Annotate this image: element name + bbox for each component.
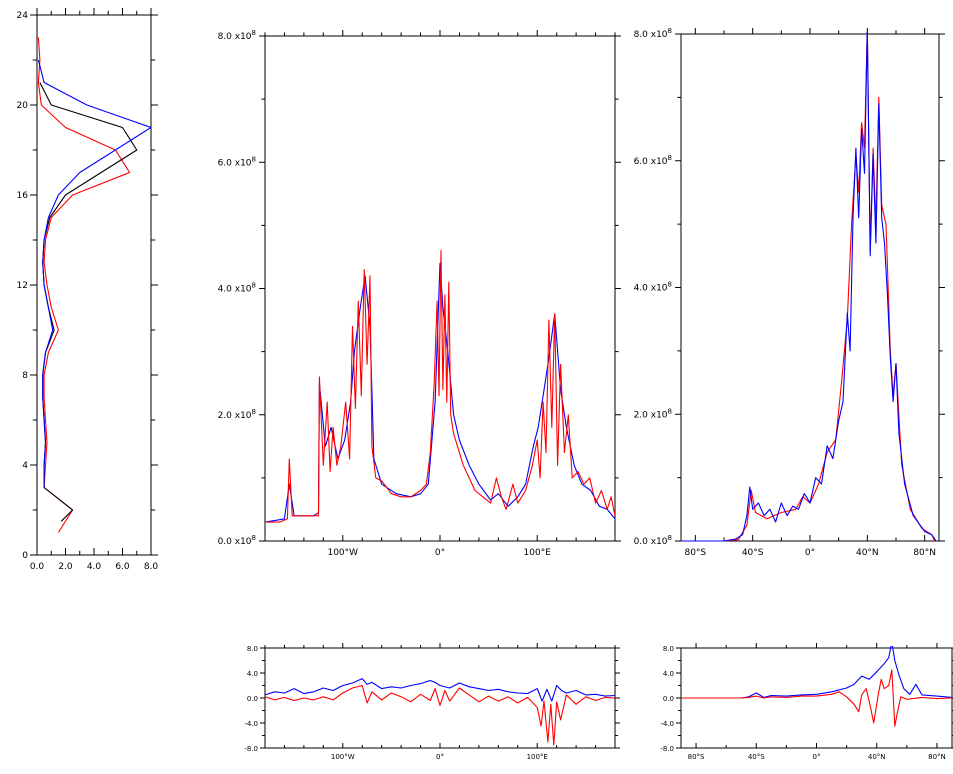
x-tick-label: 80°N <box>913 548 936 558</box>
y-tick-label: -4.0 <box>244 720 258 728</box>
series-line-2 <box>681 32 937 542</box>
x-tick-label: 40°N <box>868 753 886 761</box>
y-tick-label: 8.0 x108 <box>218 29 256 42</box>
x-tick-label: 6.0 <box>115 562 130 572</box>
series-line-2 <box>265 250 615 523</box>
y-tick-label: 8.0 <box>663 645 674 653</box>
vertical-profile-plot: 0.0 2.0 4.0 6.0 8.0 0 4 8 12 16 20 24 <box>17 8 159 572</box>
y-tick-exponent: 8 <box>252 534 256 542</box>
y-tick-label: 8 <box>22 371 28 381</box>
x-tick-label: 8.0 <box>144 562 159 572</box>
series-line-3 <box>37 59 151 488</box>
y-tick-label: 0.0 <box>247 695 258 703</box>
y-tick-label: 8.0 <box>247 645 258 653</box>
y-tick-label: 0.0 x108 <box>218 534 256 547</box>
series-line-1 <box>265 678 615 702</box>
x-tick-label: 80°S <box>684 548 706 558</box>
y-tick-label: -4.0 <box>660 720 674 728</box>
x-tick-label: 100°E <box>527 753 548 761</box>
y-tick-label: 0.0 x108 <box>634 534 672 547</box>
y-tick-label: 0 <box>22 551 28 561</box>
x-tick-label: 4.0 <box>87 562 102 572</box>
x-tick-label: 100°E <box>524 548 552 558</box>
y-tick-label: 4 <box>22 461 28 471</box>
y-tick-exponent: 8 <box>252 29 256 37</box>
x-tick-label: 0° <box>436 753 444 761</box>
y-tick-label: 12 <box>17 281 28 291</box>
x-tick-label: 2.0 <box>58 562 73 572</box>
series-line-1 <box>681 32 936 542</box>
y-tick-label: 2.0 x108 <box>634 407 672 420</box>
y-tick-exponent: 8 <box>668 281 672 289</box>
y-tick-label: -8.0 <box>660 745 674 753</box>
y-tick-exponent: 8 <box>252 408 256 416</box>
y-tick-exponent: 8 <box>252 282 256 290</box>
x-tick-label: 100°W <box>331 753 355 761</box>
x-tick-label: 0.0 <box>30 562 45 572</box>
plot-frame <box>264 647 616 749</box>
series-line-2 <box>39 82 138 522</box>
series-line-2 <box>681 669 952 727</box>
y-tick-label: 4.0 x108 <box>634 281 672 294</box>
x-tick-label: 0° <box>435 548 445 558</box>
zonal-difference-plot: 100°W 0° 100°E -8.0 -4.0 0.0 4.0 8.0 <box>244 643 620 761</box>
y-tick-label: 24 <box>17 11 29 21</box>
x-tick-label: 0° <box>813 753 821 761</box>
x-tick-label: 0° <box>805 548 815 558</box>
y-tick-label: -8.0 <box>244 745 258 753</box>
y-tick-exponent: 8 <box>668 27 672 35</box>
series-line-1 <box>681 646 952 699</box>
y-tick-label: 20 <box>17 101 29 111</box>
x-tick-label: 40°S <box>742 548 764 558</box>
plot-frame <box>680 33 940 542</box>
y-tick-label: 0.0 <box>663 695 674 703</box>
x-tick-label: 40°N <box>856 548 879 558</box>
y-tick-exponent: 8 <box>252 155 256 163</box>
zonal-mean-plot: 100°W 0° 100°E 0.0 x108 2.0 x108 4.0 x108 6.0 … <box>218 29 621 558</box>
y-tick-exponent: 8 <box>668 154 672 162</box>
y-tick-label: 4.0 x108 <box>218 282 256 295</box>
y-tick-label: 6.0 x108 <box>634 154 672 167</box>
y-tick-label: 4.0 <box>247 670 258 678</box>
plot-frame <box>36 14 152 556</box>
series-line-2 <box>265 684 615 746</box>
y-tick-exponent: 8 <box>668 534 672 542</box>
x-tick-label: 100°W <box>327 548 358 558</box>
meridional-mean-plot: 80°S 40°S 0° 40°N 80°N 0.0 x108 2.0 x108 4.0 x1… <box>634 27 945 558</box>
y-tick-label: 2.0 x108 <box>218 408 256 421</box>
y-tick-label: 6.0 x108 <box>218 155 256 168</box>
series-line-1 <box>37 37 131 533</box>
x-tick-label: 40°S <box>748 753 765 761</box>
x-tick-label: 80°N <box>928 753 946 761</box>
meridional-difference-plot: 80°S 40°S 0° 40°N 80°N -8.0 -4.0 0.0 4.0 8.0 <box>660 643 953 761</box>
y-tick-label: 4.0 <box>663 670 674 678</box>
y-tick-label: 16 <box>17 191 29 201</box>
y-tick-label: 8.0 x108 <box>634 27 672 40</box>
y-tick-exponent: 8 <box>668 407 672 415</box>
x-tick-label: 80°S <box>688 753 705 761</box>
